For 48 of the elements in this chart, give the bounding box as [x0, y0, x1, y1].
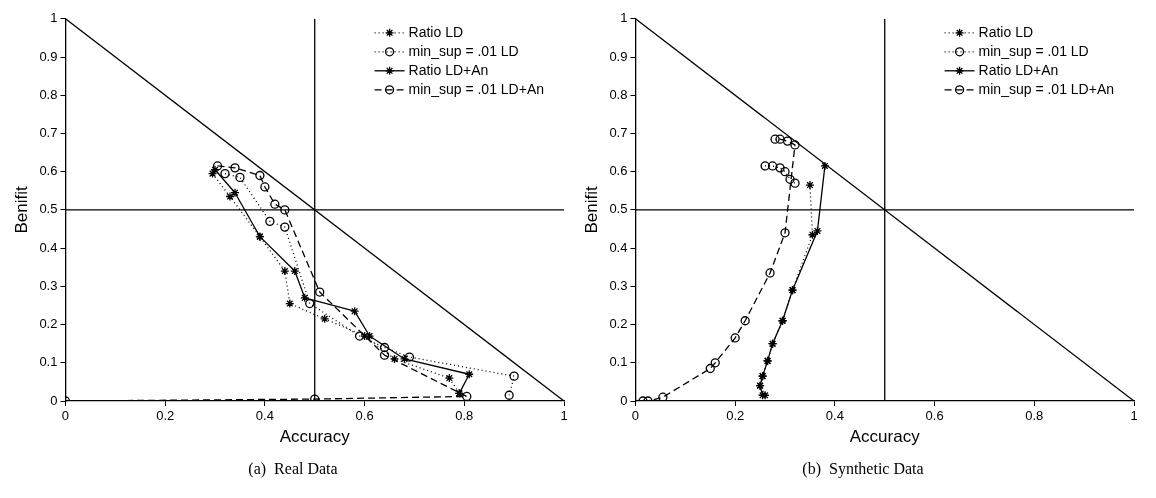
y-tick-label: 0.3	[609, 277, 628, 293]
y-tick-label: 0.7	[609, 125, 628, 141]
x-tick-label: 0	[631, 408, 640, 424]
legend-label: Ratio LD+An	[978, 61, 1059, 78]
x-tick-label: 1	[560, 408, 568, 424]
text: (a) Real Data	[247, 460, 339, 478]
y-tick-label: 0.2	[39, 316, 58, 332]
y-tick-label: 0.5	[39, 201, 58, 217]
y-axis-title: Benifit	[11, 186, 31, 234]
x-tick-label: 0.2	[726, 408, 745, 424]
y-tick-label: 0	[620, 392, 628, 408]
y-tick-label: 0	[50, 392, 58, 408]
y-tick-label: 0.8	[39, 86, 58, 102]
y-tick-label: 0.4	[609, 239, 628, 255]
x-tick-label: 0.8	[455, 408, 474, 424]
legend-label: Ratio LD	[978, 23, 1034, 40]
y-tick-label: 0.3	[39, 277, 58, 293]
y-axis-title: Benifit	[581, 186, 601, 234]
x-axis-title: Accuracy	[849, 427, 921, 447]
y-tick-label: 0.7	[39, 125, 58, 141]
legend-label: Ratio LD	[408, 23, 464, 40]
x-tick-label: 1	[1130, 408, 1138, 424]
legend-label: Ratio LD+An	[408, 61, 489, 78]
y-tick-label: 0.6	[39, 163, 58, 179]
y-tick-label: 0.5	[609, 201, 628, 217]
x-tick-label: 0.8	[1025, 408, 1044, 424]
legend-label: min_sup = .01 LD+An	[978, 80, 1114, 97]
y-tick-label: 0.9	[39, 48, 58, 64]
x-tick-label: 0.6	[355, 408, 374, 424]
legend-label: min_sup = .01 LD	[978, 42, 1089, 59]
y-tick-label: 1	[50, 10, 58, 26]
y-tick-label: 0.2	[609, 316, 628, 332]
y-tick-label: 1	[620, 10, 628, 26]
legend-label: min_sup = .01 LD+An	[408, 80, 544, 97]
y-tick-label: 0.4	[39, 239, 58, 255]
x-axis-title: Accuracy	[279, 427, 351, 447]
y-tick-label: 0.8	[609, 86, 628, 102]
y-tick-label: 0.1	[609, 354, 628, 370]
x-tick-label: 0.4	[255, 408, 274, 424]
y-tick-label: 0.1	[39, 354, 58, 370]
y-tick-label: 0.6	[609, 163, 628, 179]
legend-label: min_sup = .01 LD	[408, 42, 519, 59]
x-tick-label: 0	[61, 408, 70, 424]
x-tick-label: 0.4	[825, 408, 844, 424]
x-tick-label: 0.6	[925, 408, 944, 424]
x-tick-label: 0.2	[156, 408, 175, 424]
y-tick-label: 0.9	[609, 48, 628, 64]
text: (b) Synthetic Data	[801, 460, 925, 478]
